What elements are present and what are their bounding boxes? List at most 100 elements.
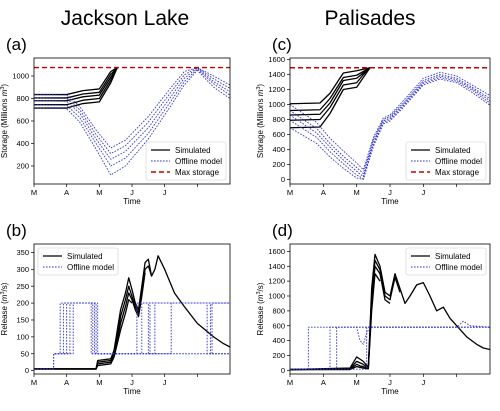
legend-entry: Simulated bbox=[435, 252, 471, 261]
series-line-offline-4 bbox=[290, 320, 490, 370]
x-tick-label: A bbox=[321, 378, 326, 387]
x-tick-label: A bbox=[321, 188, 326, 197]
y-axis-label: Storage (Millions m3) bbox=[0, 84, 9, 159]
y-axis-label: Storage (Millions m3) bbox=[256, 84, 265, 159]
series-line-offline-6 bbox=[290, 74, 490, 174]
x-axis-label: Time bbox=[381, 197, 399, 206]
series-line-offline-8 bbox=[34, 302, 230, 370]
y-tick-label: 1000 bbox=[268, 292, 285, 301]
y-tick-label: 0 bbox=[25, 366, 29, 375]
series-line-simulated-4 bbox=[290, 67, 371, 129]
legend: Simulated Offline model Max storage bbox=[405, 141, 487, 181]
series-line-simulated-2 bbox=[290, 265, 391, 371]
panel-label-b: (b) bbox=[6, 221, 27, 240]
series-line-simulated-2 bbox=[290, 67, 371, 116]
series-line-simulated-3 bbox=[290, 273, 381, 371]
y-tick-label: 800 bbox=[272, 306, 285, 315]
series-line-simulated-1 bbox=[290, 259, 401, 371]
x-tick-label: A bbox=[64, 188, 69, 197]
x-axis-label: Time bbox=[381, 387, 399, 396]
y-tick-label: 400 bbox=[16, 139, 29, 148]
series-line-offline-9 bbox=[290, 78, 490, 180]
y-tick-label: 800 bbox=[16, 94, 29, 103]
series-line-offline-7 bbox=[34, 67, 230, 160]
y-tick-label: 800 bbox=[272, 115, 285, 124]
y-tick-label: 600 bbox=[272, 321, 285, 330]
legend: Simulated Offline model Max storage bbox=[145, 141, 227, 181]
y-tick-label: 400 bbox=[272, 336, 285, 345]
series-line-offline-5 bbox=[34, 302, 230, 370]
series-line-offline-9 bbox=[34, 69, 230, 176]
series-line-simulated-2 bbox=[34, 67, 118, 102]
series-line-simulated-1 bbox=[290, 67, 371, 112]
x-tick-label: M bbox=[287, 378, 293, 387]
y-tick-label: 300 bbox=[16, 265, 29, 274]
x-tick-label: M bbox=[287, 188, 293, 197]
y-tick-label: 1000 bbox=[12, 72, 29, 81]
y-tick-label: 1600 bbox=[268, 55, 285, 64]
legend-box bbox=[37, 247, 119, 276]
series-line-offline-8 bbox=[34, 68, 230, 167]
y-tick-label: 0 bbox=[281, 175, 285, 184]
y-tick-label: 50 bbox=[21, 349, 29, 358]
x-tick-label: M bbox=[31, 378, 37, 387]
series-line-simulated-0 bbox=[290, 67, 371, 105]
series-line-simulated-0 bbox=[290, 253, 490, 371]
legend: Simulated Offline model bbox=[405, 247, 487, 276]
x-tick-label: J bbox=[130, 188, 134, 197]
legend-box bbox=[405, 141, 487, 181]
y-tick-label: 1400 bbox=[268, 262, 285, 271]
series-group bbox=[290, 253, 490, 371]
series-line-offline-4 bbox=[34, 302, 230, 370]
legend-entry: Offline model bbox=[435, 157, 482, 166]
y-tick-label: 1200 bbox=[268, 277, 285, 286]
y-tick-label: 150 bbox=[16, 316, 29, 325]
x-tick-label: A bbox=[64, 378, 69, 387]
legend-entry: Offline model bbox=[435, 263, 482, 272]
y-axis-label: Release (m3/s) bbox=[256, 282, 265, 335]
y-tick-label: 200 bbox=[272, 160, 285, 169]
series-line-offline-6 bbox=[290, 326, 490, 370]
x-tick-label: M bbox=[96, 188, 102, 197]
legend-entry: Offline model bbox=[67, 263, 114, 272]
y-tick-label: 200 bbox=[16, 162, 29, 171]
x-tick-label: J bbox=[163, 378, 167, 387]
x-tick-label: M bbox=[354, 188, 360, 197]
series-line-simulated-3 bbox=[34, 67, 118, 106]
col-title-palisades: Palisades bbox=[324, 7, 415, 30]
series-line-simulated-2 bbox=[34, 272, 146, 370]
series-line-simulated-1 bbox=[34, 265, 153, 370]
y-tick-label: 100 bbox=[16, 332, 29, 341]
legend-entry: Simulated bbox=[67, 252, 103, 261]
legend-box bbox=[405, 247, 487, 276]
y-tick-label: 0 bbox=[281, 366, 285, 375]
y-tick-label: 200 bbox=[16, 299, 29, 308]
panel-label-d: (d) bbox=[272, 221, 293, 240]
series-line-simulated-4 bbox=[34, 67, 118, 109]
legend-entry: Max storage bbox=[175, 168, 220, 177]
legend-box bbox=[145, 141, 227, 181]
series-group bbox=[34, 255, 230, 370]
y-tick-label: 1400 bbox=[268, 70, 285, 79]
col-title-jackson: Jackson Lake bbox=[61, 7, 189, 30]
panel-label-c: (c) bbox=[272, 35, 292, 54]
x-tick-label: J bbox=[421, 188, 425, 197]
legend-entry: Offline model bbox=[175, 157, 222, 166]
series-line-simulated-0 bbox=[34, 67, 118, 96]
series-line-offline-5 bbox=[290, 71, 490, 171]
series-line-offline-7 bbox=[290, 75, 490, 177]
x-tick-label: J bbox=[421, 378, 425, 387]
y-tick-label: 600 bbox=[272, 130, 285, 139]
x-axis-label: Time bbox=[123, 197, 141, 206]
series-line-offline-8 bbox=[290, 77, 490, 180]
series-line-offline-7 bbox=[290, 326, 490, 370]
series-line-simulated-1 bbox=[34, 67, 118, 99]
y-tick-label: 400 bbox=[272, 145, 285, 154]
panel-c: (c) M A M J J 0 200 400 600 800 1000 1200 1400 1600 Tim… bbox=[256, 35, 491, 206]
x-tick-label: M bbox=[31, 188, 37, 197]
series-group bbox=[34, 66, 230, 176]
y-tick-label: 1600 bbox=[268, 247, 285, 256]
legend: Simulated Offline model bbox=[37, 247, 119, 276]
panel-d: (d) M A M J J 0 200 400 600 800 1000 1200 1400 1600 Tim… bbox=[256, 221, 491, 396]
